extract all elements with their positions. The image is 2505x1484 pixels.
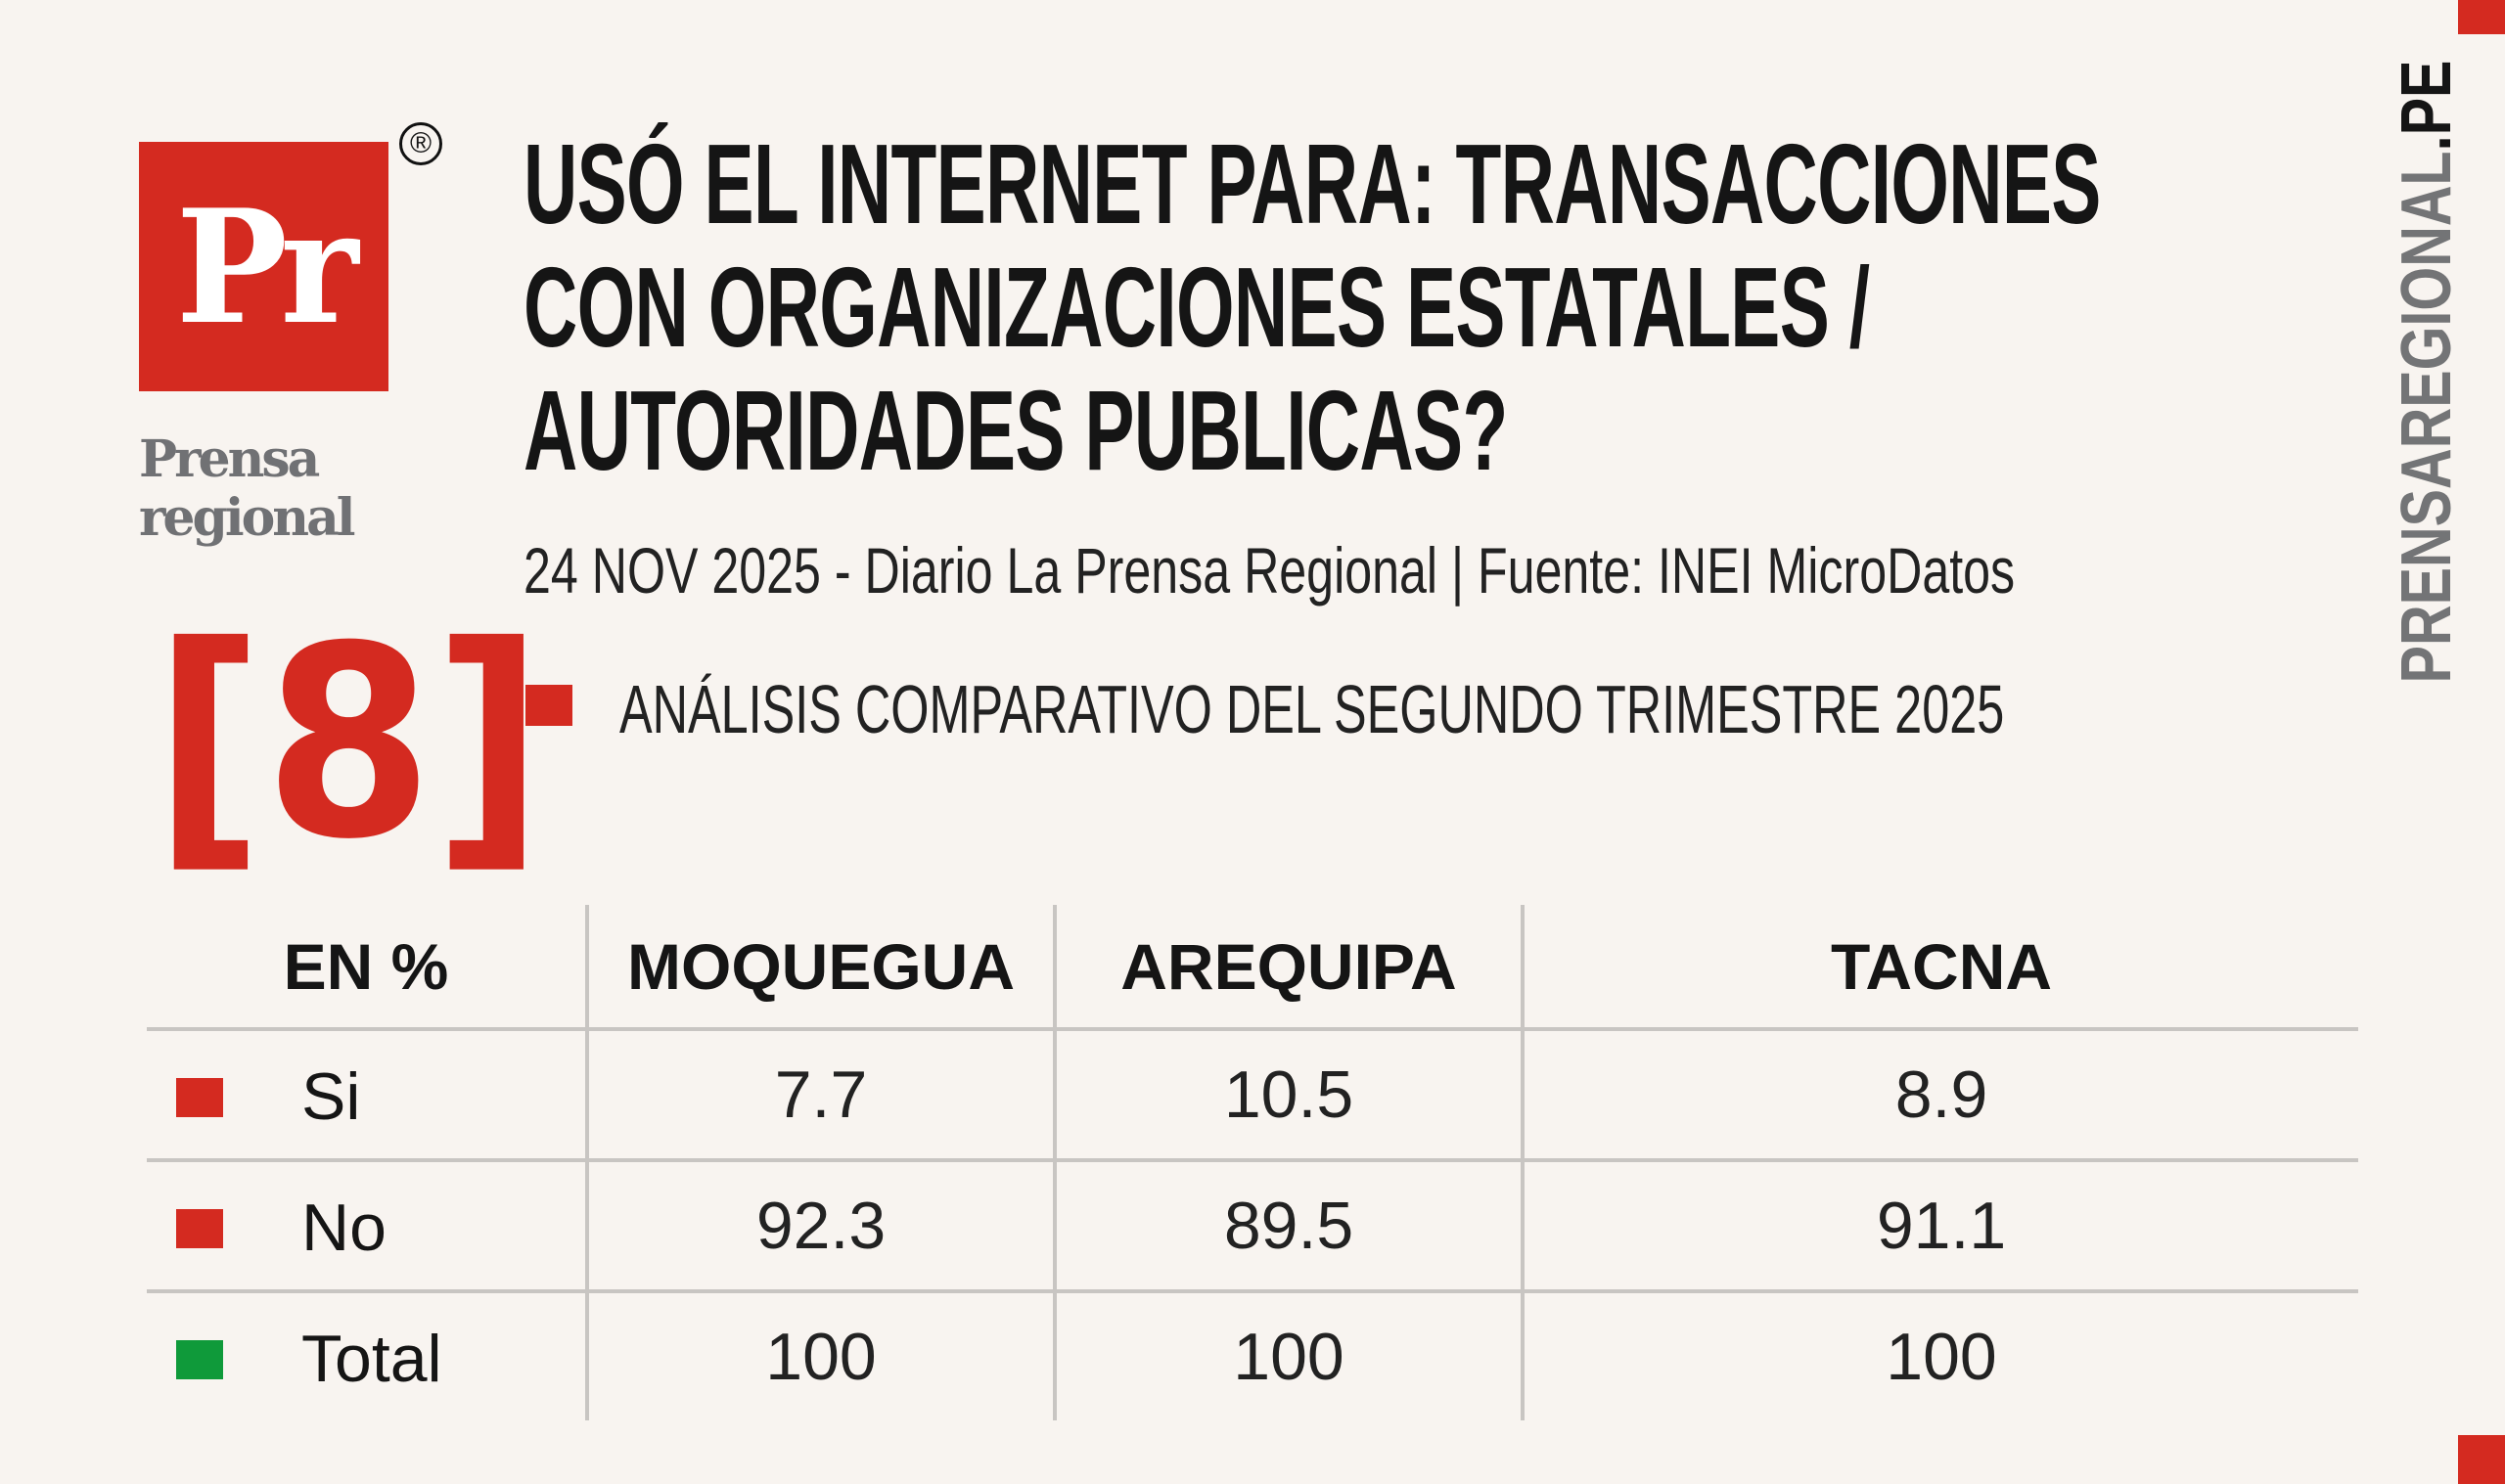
side-url: PRENSAREGIONAL.PE (2388, 59, 2466, 685)
title-line: AUTORIDADES PUBLICAS? (524, 367, 1508, 494)
title-line: CON ORGANIZACIONES ESTATALES / (524, 244, 1870, 371)
row-label: Si (301, 1059, 361, 1135)
cell-value: 91.1 (1521, 1160, 2358, 1293)
corner-accent-bottom (2458, 1435, 2505, 1484)
header-arequipa: AREQUIPA (1053, 905, 1523, 1031)
cell-value: 8.9 (1521, 1029, 2358, 1162)
section-heading: ANÁLISIS COMPARATIVO DEL SEGUNDO TRIMEST… (619, 671, 2005, 747)
header-unit: EN % (147, 905, 587, 1031)
logo-mark: Pr (139, 142, 388, 391)
header-moquegua: MOQUEGUA (585, 905, 1055, 1031)
subtitle: 24 NOV 2025 - Diario La Prensa Regional … (524, 534, 2016, 607)
cell-value: 100 (585, 1291, 1055, 1420)
row-label: Total (301, 1322, 442, 1397)
page-title: USÓ EL INTERNET PARA: TRANSACCIONES CON … (524, 120, 2101, 494)
side-url-suffix: .PE (2388, 60, 2466, 152)
edition-number: [8] (153, 589, 545, 897)
logo-mark-text: Pr (175, 174, 359, 359)
green-marker-icon (176, 1339, 223, 1379)
cell-value: 89.5 (1053, 1160, 1523, 1293)
cell-value: 7.7 (585, 1029, 1055, 1162)
row-label: No (301, 1191, 387, 1266)
cell-value: 100 (1053, 1291, 1523, 1420)
table-row: Si 7.7 10.5 8.9 (147, 1029, 2358, 1162)
table-row: Total 100 100 100 (147, 1291, 2358, 1420)
side-url-main: PRENSAREGIONAL (2388, 151, 2466, 684)
red-marker-icon (176, 1208, 223, 1248)
registered-icon: ® (399, 122, 442, 165)
cell-value: 92.3 (585, 1160, 1055, 1293)
data-table: EN % MOQUEGUA AREQUIPA TACNA Si 7.7 10.5… (147, 905, 2358, 1420)
cell-value: 100 (1521, 1291, 2358, 1420)
logo-wordmark: Prensa regional (139, 430, 393, 548)
corner-accent-top (2458, 0, 2505, 34)
title-line: USÓ EL INTERNET PARA: TRANSACCIONES (524, 120, 2101, 247)
wordmark-line1: Prensa (139, 429, 320, 489)
section-marker-icon (525, 685, 572, 726)
red-marker-icon (176, 1077, 223, 1117)
cell-value: 10.5 (1053, 1029, 1523, 1162)
table-header-row: EN % MOQUEGUA AREQUIPA TACNA (147, 905, 2358, 1031)
wordmark-line2: regional (139, 488, 356, 548)
table-row: No 92.3 89.5 91.1 (147, 1160, 2358, 1293)
header-tacna: TACNA (1521, 905, 2358, 1031)
